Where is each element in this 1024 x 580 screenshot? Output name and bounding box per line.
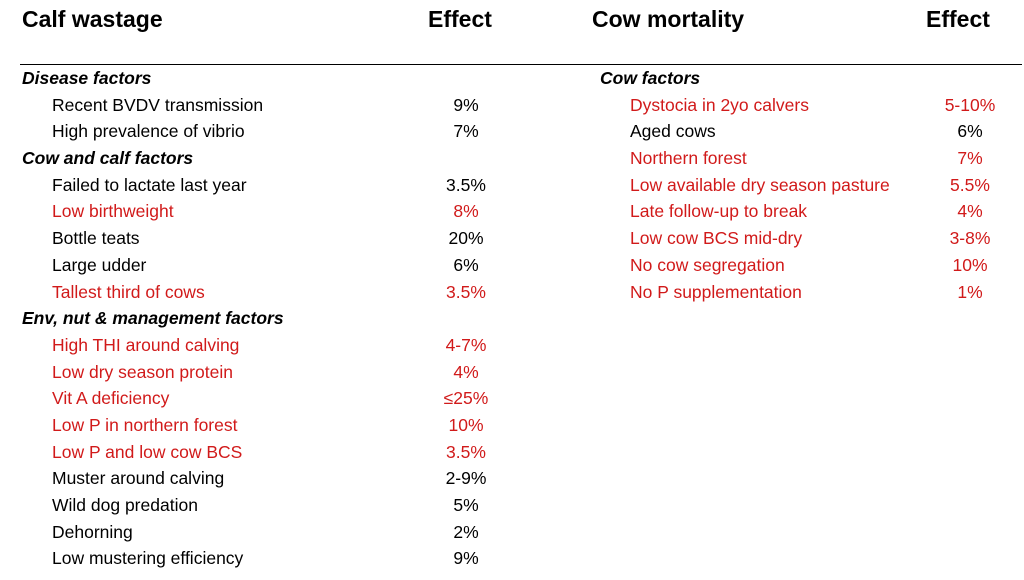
factor-label: Low dry season protein — [52, 361, 233, 382]
table-row: Failed to lactate last year 3.5% — [22, 172, 542, 199]
table-row: Late follow-up to break 4% — [600, 198, 1020, 225]
effect-value: 4% — [453, 361, 479, 382]
table-row: Low P and low cow BCS 3.5% — [22, 439, 542, 466]
effect-value: 1% — [957, 281, 983, 302]
effect-value: 7% — [453, 121, 479, 142]
effect-value: 4-7% — [445, 334, 487, 355]
effect-value: 3.5% — [446, 281, 486, 302]
section-heading: Disease factors — [22, 68, 152, 88]
cow-effect-header: Effect — [926, 6, 990, 32]
factor-label: No cow segregation — [630, 254, 785, 275]
table-row: Low mustering efficiency 9% — [22, 545, 542, 572]
factor-label: High prevalence of vibrio — [52, 121, 245, 142]
table-row: No cow segregation 10% — [600, 252, 1020, 279]
factor-label: High THI around calving — [52, 334, 240, 355]
factor-label: Tallest third of cows — [52, 281, 205, 302]
factor-label: No P supplementation — [630, 281, 802, 302]
effect-value: 2-9% — [445, 468, 487, 489]
table-row: Tallest third of cows 3.5% — [22, 279, 542, 306]
table-row: Dehorning 2% — [22, 519, 542, 546]
table-row: Vit A deficiency ≤25% — [22, 385, 542, 412]
effect-value: 5.5% — [950, 174, 990, 195]
effect-value: ≤25% — [443, 388, 489, 409]
table-row: Northern forest 7% — [600, 145, 1020, 172]
factor-label: Vit A deficiency — [52, 388, 170, 409]
table-row: Bottle teats 20% — [22, 225, 542, 252]
table-row: High THI around calving 4-7% — [22, 332, 542, 359]
calf-wastage-table: Disease factors Recent BVDV transmission 9… — [22, 65, 542, 572]
effect-value: 2% — [453, 521, 479, 542]
effect-value: 6% — [453, 254, 479, 275]
factor-label: Bottle teats — [52, 228, 140, 249]
factor-label: Low cow BCS mid-dry — [630, 228, 803, 249]
calf-wastage-title: Calf wastage — [22, 6, 163, 32]
factor-label: Failed to lactate last year — [52, 174, 247, 195]
factor-label: Muster around calving — [52, 468, 225, 489]
effect-value: 4% — [957, 201, 983, 222]
factor-label: Large udder — [52, 254, 147, 275]
effect-value: 7% — [957, 148, 983, 169]
section-heading: Env, nut & management factors — [22, 308, 284, 329]
effect-value: 10% — [952, 254, 988, 275]
factor-label: Low available dry season pasture — [630, 174, 890, 195]
header-divider — [20, 64, 1022, 65]
table-row: High prevalence of vibrio 7% — [22, 118, 542, 145]
table-row: Low dry season protein 4% — [22, 359, 542, 386]
effect-value: 5-10% — [944, 94, 996, 115]
factor-label: Late follow-up to break — [630, 201, 808, 222]
table-row: Low available dry season pasture 5.5% — [600, 172, 1020, 199]
table-row: Low birthweight 8% — [22, 198, 542, 225]
table-row: Low cow BCS mid-dry 3-8% — [600, 225, 1020, 252]
table-row: Dystocia in 2yo calvers 5-10% — [600, 92, 1020, 119]
table-row: Large udder 6% — [22, 252, 542, 279]
calf-effect-header: Effect — [428, 6, 492, 32]
cow-mortality-table: Cow factors Dystocia in 2yo calvers 5-10% A… — [600, 65, 1020, 305]
table-row: Low P in northern forest 10% — [22, 412, 542, 439]
factor-label: Low birthweight — [52, 201, 174, 222]
cow-mortality-title: Cow mortality — [592, 6, 745, 32]
effect-value: 20% — [448, 228, 484, 249]
effect-value: 9% — [453, 548, 479, 569]
factor-label: Low P and low cow BCS — [52, 441, 243, 462]
effect-value: 3-8% — [949, 228, 991, 249]
factor-label: Wild dog predation — [52, 495, 198, 515]
factor-label: Dystocia in 2yo calvers — [630, 94, 809, 115]
section-heading: Cow and calf factors — [22, 148, 194, 169]
table-row: Aged cows 6% — [600, 118, 1020, 145]
factor-label: Northern forest — [630, 148, 747, 169]
effect-value: 5% — [453, 495, 479, 515]
table-row: Wild dog predation 5% — [22, 492, 542, 519]
table-row: Recent BVDV transmission 9% — [22, 92, 542, 119]
factor-label: Recent BVDV transmission — [52, 94, 264, 115]
table-row: Muster around calving 2-9% — [22, 465, 542, 492]
effect-value: 8% — [453, 201, 479, 222]
factor-label: Dehorning — [52, 521, 133, 542]
section-heading: Cow factors — [600, 68, 701, 88]
factor-label: Low P in northern forest — [52, 414, 238, 435]
effect-value: 10% — [448, 414, 484, 435]
effect-value: 6% — [957, 121, 983, 142]
table-row: No P supplementation 1% — [600, 279, 1020, 306]
factor-label: Low mustering efficiency — [52, 548, 244, 569]
factor-label: Aged cows — [630, 121, 716, 142]
effect-value: 9% — [453, 94, 479, 115]
effect-value: 3.5% — [446, 174, 486, 195]
effect-value: 3.5% — [446, 441, 486, 462]
